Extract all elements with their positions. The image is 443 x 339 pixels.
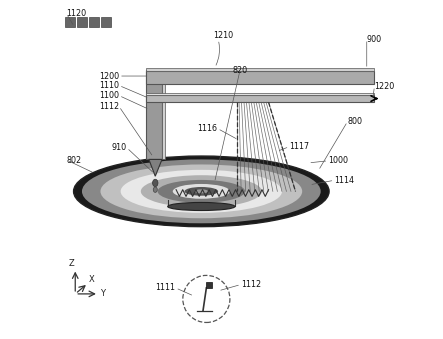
Ellipse shape <box>168 202 235 211</box>
FancyBboxPatch shape <box>146 93 374 95</box>
Text: Z: Z <box>69 259 75 268</box>
FancyBboxPatch shape <box>146 71 374 84</box>
Text: Y: Y <box>100 289 105 298</box>
Ellipse shape <box>141 175 262 207</box>
FancyBboxPatch shape <box>146 95 374 102</box>
Text: 820: 820 <box>233 66 248 75</box>
Text: 802: 802 <box>67 156 82 165</box>
Text: 1210: 1210 <box>213 32 233 40</box>
Text: 910: 910 <box>112 143 127 152</box>
Text: 1117: 1117 <box>289 142 310 151</box>
Ellipse shape <box>152 179 158 187</box>
Text: 1120: 1120 <box>66 9 86 18</box>
Text: 1112: 1112 <box>99 102 119 111</box>
Text: 900: 900 <box>367 35 382 43</box>
Text: 1200: 1200 <box>99 72 119 81</box>
Ellipse shape <box>74 156 329 227</box>
Ellipse shape <box>158 180 245 203</box>
FancyBboxPatch shape <box>77 17 87 26</box>
FancyBboxPatch shape <box>146 70 162 159</box>
Text: 1112: 1112 <box>241 280 261 289</box>
Text: 1220: 1220 <box>374 82 395 91</box>
FancyBboxPatch shape <box>65 17 74 26</box>
FancyBboxPatch shape <box>162 70 165 159</box>
Text: 1111: 1111 <box>155 283 175 292</box>
Text: 1110: 1110 <box>99 81 119 90</box>
Text: 1100: 1100 <box>99 91 119 100</box>
FancyBboxPatch shape <box>101 17 111 26</box>
Ellipse shape <box>173 184 230 199</box>
FancyBboxPatch shape <box>206 282 212 288</box>
Text: 1114: 1114 <box>334 176 354 185</box>
Text: 800: 800 <box>348 117 362 126</box>
Ellipse shape <box>82 159 321 223</box>
Polygon shape <box>149 159 162 176</box>
Text: 1116: 1116 <box>198 124 218 133</box>
Text: X: X <box>89 275 94 284</box>
Ellipse shape <box>194 190 208 193</box>
Ellipse shape <box>101 164 302 218</box>
FancyBboxPatch shape <box>146 67 374 71</box>
Text: 1000: 1000 <box>328 156 348 165</box>
FancyBboxPatch shape <box>89 17 99 26</box>
Ellipse shape <box>153 187 157 192</box>
Ellipse shape <box>120 170 282 213</box>
Ellipse shape <box>185 187 218 196</box>
